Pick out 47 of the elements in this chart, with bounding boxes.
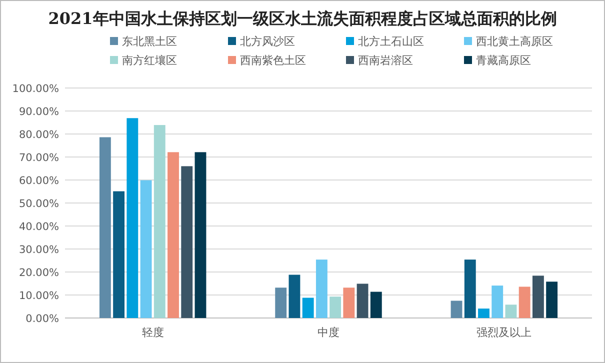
bar — [126, 118, 138, 318]
bar — [154, 125, 166, 318]
legend-label: 东北黑土区 — [122, 35, 177, 48]
bar — [505, 304, 517, 318]
y-tick-label: 70.00% — [18, 152, 60, 164]
bar — [330, 296, 342, 318]
x-tick-label: 轻度 — [142, 326, 164, 339]
legend-label: 青藏高原区 — [476, 54, 531, 67]
y-tick-label: 20.00% — [18, 267, 60, 279]
bar — [275, 288, 287, 318]
bar — [518, 286, 530, 318]
legend-label: 南方红壤区 — [122, 54, 177, 67]
bar — [288, 274, 300, 318]
y-tick-label: 90.00% — [18, 106, 60, 118]
y-tick-label: 80.00% — [18, 129, 60, 141]
legend-label: 西北黄土高原区 — [476, 35, 553, 48]
legend-label: 西南紫色土区 — [240, 54, 306, 67]
chart-title: 2021年中国水土保持区划一级区水土流失面积程度占区域总面积的比例 — [48, 9, 557, 28]
bar — [99, 137, 111, 318]
y-tick-label: 30.00% — [18, 244, 60, 256]
y-tick-label: 40.00% — [18, 221, 60, 233]
bar — [356, 284, 368, 318]
y-tick-label: 50.00% — [18, 198, 60, 210]
bar — [464, 260, 476, 318]
bar — [532, 276, 544, 318]
bar — [450, 300, 462, 318]
bar — [140, 180, 152, 318]
bar — [478, 308, 490, 318]
y-tick-label: 100.00% — [12, 83, 60, 95]
legend-label: 西南岩溶区 — [358, 54, 413, 67]
bar — [181, 166, 193, 318]
bar — [302, 298, 314, 318]
bar — [168, 152, 179, 318]
x-tick-label: 强烈及以上 — [476, 326, 532, 339]
legend-label: 北方土石山区 — [358, 35, 424, 48]
bar — [546, 282, 558, 318]
bar — [492, 286, 504, 318]
bar — [370, 292, 382, 318]
bar — [343, 288, 355, 318]
y-tick-label: 10.00% — [18, 290, 60, 302]
x-tick-label: 中度 — [318, 326, 340, 339]
y-tick-label: 60.00% — [18, 175, 60, 187]
bar — [316, 260, 328, 318]
legend-label: 北方风沙区 — [240, 35, 295, 48]
y-tick-label: 0.00% — [26, 313, 60, 325]
bar — [113, 191, 125, 318]
bar — [194, 152, 206, 318]
